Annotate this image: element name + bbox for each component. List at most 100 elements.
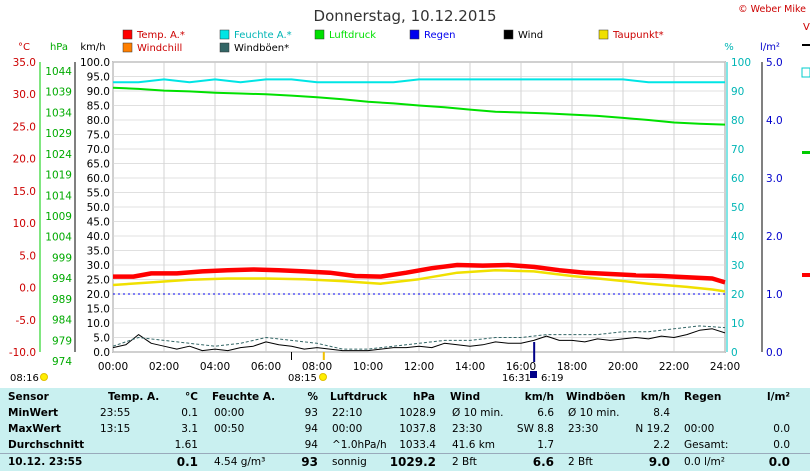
stats-row-label: MaxWert bbox=[8, 423, 61, 435]
wind-unit-label: km/h bbox=[80, 42, 105, 53]
gusts-value: 9.0 bbox=[648, 455, 670, 469]
wind-value: 6.6 bbox=[537, 407, 554, 419]
temp-tick-label: 20.0 bbox=[13, 154, 36, 166]
header-gusts-unit: km/h bbox=[640, 391, 670, 403]
gusts-value: 8.4 bbox=[653, 407, 670, 419]
temp-time: 23:55 bbox=[100, 407, 131, 419]
x-tick-label: 06:00 bbox=[251, 361, 281, 373]
pressure-tick-label: 984 bbox=[52, 315, 72, 327]
pressure-value: 1029.2 bbox=[389, 455, 436, 469]
pressure-time: 22:10 bbox=[332, 407, 363, 419]
rain-tick-label: 3.0 bbox=[766, 173, 783, 185]
legend-swatch bbox=[503, 29, 514, 40]
wind-tick-label: 40.0 bbox=[87, 231, 110, 243]
pressure-tick-label: 999 bbox=[52, 252, 72, 264]
legend-label: Luftdruck bbox=[329, 30, 376, 41]
temp-value: 0.1 bbox=[181, 407, 198, 419]
x-tick-label: 04:00 bbox=[200, 361, 230, 373]
wind-tick-label: 95.0 bbox=[87, 72, 110, 84]
temp-tick-label: -5.0 bbox=[16, 315, 37, 327]
temp-tick-label: 5.0 bbox=[19, 250, 36, 262]
edge-swatch bbox=[802, 273, 810, 277]
series-line bbox=[112, 86, 726, 126]
pressure-value: 1033.4 bbox=[399, 439, 436, 451]
wind-value: 6.6 bbox=[532, 455, 554, 469]
temp-value: 3.1 bbox=[181, 423, 198, 435]
wind-tick-label: 25.0 bbox=[87, 275, 110, 287]
humidity-tick-label: 90 bbox=[731, 86, 744, 98]
humidity-tick-label: 0 bbox=[731, 347, 738, 359]
marker-time-label: 08:15 bbox=[288, 373, 317, 384]
legend-label: Wind bbox=[518, 30, 543, 41]
header-rain-unit: l/m² bbox=[767, 391, 790, 403]
pressure-tick-label: 1044 bbox=[45, 66, 72, 78]
legend-label: Temp. A.* bbox=[136, 30, 185, 41]
sunset-time-label: 16:31 bbox=[502, 373, 531, 384]
pressure-tick-label: 1039 bbox=[45, 87, 72, 99]
wind-tick-label: 35.0 bbox=[87, 246, 110, 258]
x-tick-label: 22:00 bbox=[659, 361, 689, 373]
rain-value: 0.0 bbox=[773, 439, 790, 451]
header-humidity-unit: % bbox=[307, 391, 318, 403]
gusts-time: Ø 10 min. bbox=[568, 407, 620, 419]
plot-grid bbox=[39, 61, 763, 353]
gusts-time: 23:30 bbox=[568, 423, 599, 435]
humidity-value: 94 bbox=[304, 423, 318, 435]
humidity-time: 00:50 bbox=[214, 423, 245, 435]
header-pressure-unit: hPa bbox=[413, 391, 435, 403]
humidity-tick-label: 70 bbox=[731, 144, 744, 156]
wind-tick-label: 85.0 bbox=[87, 101, 110, 113]
temp-value: 1.61 bbox=[174, 439, 198, 451]
humidity-tick-label: 60 bbox=[731, 173, 744, 185]
temp-time: 13:15 bbox=[100, 423, 131, 435]
wind-tick-label: 65.0 bbox=[87, 159, 110, 171]
pressure-time: sonnig bbox=[332, 456, 367, 468]
humidity-value: 94 bbox=[304, 439, 318, 451]
edge-swatch bbox=[802, 151, 810, 154]
wind-tick-label: 10.0 bbox=[87, 318, 110, 330]
x-tick-label: 10:00 bbox=[353, 361, 383, 373]
temp-tick-label: 35.0 bbox=[13, 57, 36, 69]
humidity-tick-label: 40 bbox=[731, 231, 744, 243]
gusts-value: N 19.2 bbox=[635, 423, 670, 435]
wind-tick-label: 15.0 bbox=[87, 304, 110, 316]
humidity-value: 93 bbox=[304, 407, 318, 419]
pressure-tick-label: 994 bbox=[52, 273, 72, 285]
axis-tick-labels: 35.0 30.0 25.0 20.0 15.0 10.0 5.0 0.0 -5.0 -10.0 1… bbox=[9, 57, 783, 373]
stats-table: Sensor Temp. A. °C Feuchte A.% Luftdruck hPa W… bbox=[0, 388, 810, 471]
pressure-value: 1028.9 bbox=[399, 407, 436, 419]
pressure-time: ^1.0hPa/h bbox=[332, 439, 387, 451]
rain-tick-label: 4.0 bbox=[766, 115, 783, 127]
series-line bbox=[112, 268, 726, 293]
wind-tick-label: 90.0 bbox=[87, 86, 110, 98]
pressure-tick-label: 1029 bbox=[45, 128, 72, 140]
legend-label: Taupunkt* bbox=[612, 30, 664, 41]
legend-label: Windchill bbox=[137, 43, 182, 54]
rain-value: 0.0 bbox=[773, 423, 790, 435]
wind-value: 1.7 bbox=[537, 439, 554, 451]
pressure-tick-label: 1024 bbox=[45, 149, 72, 161]
legend-swatch bbox=[409, 29, 420, 40]
wind-tick-label: 100.0 bbox=[80, 57, 110, 69]
pressure-tick-label: 1014 bbox=[45, 190, 72, 202]
copyright-text: © Weber Mike bbox=[738, 4, 806, 15]
wind-tick-label: 30.0 bbox=[87, 260, 110, 272]
series-line bbox=[113, 262, 726, 285]
humidity-tick-label: 100 bbox=[731, 57, 751, 69]
wind-tick-label: 20.0 bbox=[87, 289, 110, 301]
humidity-tick-label: 20 bbox=[731, 289, 744, 301]
wind-tick-label: 45.0 bbox=[87, 217, 110, 229]
sunrise-time-label: 08:16 bbox=[10, 373, 39, 384]
humidity-tick-label: 50 bbox=[731, 202, 744, 214]
header-humidity: Feuchte A. bbox=[212, 391, 276, 403]
wind-time: 41.6 km bbox=[452, 439, 496, 451]
header-wind-unit: km/h bbox=[524, 391, 554, 403]
gusts-time: 2 Bft bbox=[568, 456, 593, 468]
x-tick-label: 18:00 bbox=[557, 361, 587, 373]
x-tick-label: 24:00 bbox=[710, 361, 740, 373]
sun-icon bbox=[319, 373, 327, 381]
series-line bbox=[112, 328, 726, 352]
chart-title: Donnerstag, 10.12.2015 bbox=[314, 7, 497, 25]
moon-icon bbox=[530, 371, 537, 378]
humidity-time: 4.54 g/m³ bbox=[214, 456, 266, 468]
